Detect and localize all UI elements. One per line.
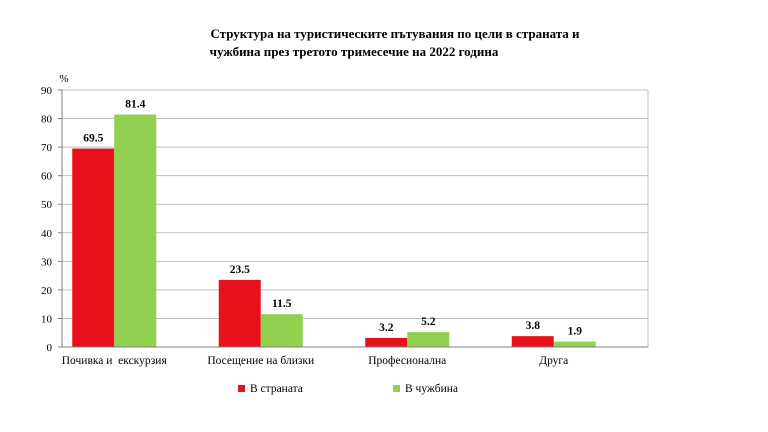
x-axis-categories: Почивка и екскурзия Посещение на близки Пр… bbox=[62, 355, 569, 367]
legend-label-abroad: В чужбина bbox=[405, 383, 458, 395]
data-label: 3.8 bbox=[526, 320, 541, 332]
data-label: 1.9 bbox=[568, 326, 583, 338]
grid bbox=[62, 89, 649, 347]
bar-domestic-1 bbox=[218, 279, 261, 347]
data-label: 23.5 bbox=[230, 264, 250, 276]
y-tick-label: 80 bbox=[41, 114, 53, 126]
bars bbox=[72, 114, 596, 348]
data-label: 11.5 bbox=[272, 298, 292, 310]
chart-title-line-2: чужбина през третото тримесечие на 2022 … bbox=[210, 44, 499, 59]
data-label: 69.5 bbox=[83, 133, 103, 145]
category-label: Почивка и екскурзия bbox=[62, 355, 168, 367]
legend-swatch-domestic bbox=[238, 385, 245, 392]
data-label: 81.4 bbox=[125, 99, 145, 111]
category-label: Друга bbox=[539, 355, 568, 367]
y-tick-label: 0 bbox=[47, 342, 53, 354]
legend-swatch-abroad bbox=[393, 385, 400, 392]
data-labels: 69.5 81.4 23.5 11.5 3.2 5.2 3.8 1.9 bbox=[83, 99, 582, 338]
bar-domestic-0 bbox=[72, 148, 115, 347]
legend: В страната В чужбина bbox=[238, 383, 458, 395]
bar-abroad-3 bbox=[553, 341, 596, 347]
y-axis-ticks: 0 10 20 30 40 50 60 70 80 90 bbox=[41, 85, 62, 354]
y-tick-label: 20 bbox=[41, 285, 53, 297]
bar-domestic-3 bbox=[511, 336, 554, 347]
y-tick-label: 70 bbox=[41, 142, 53, 154]
y-tick-label: 50 bbox=[41, 199, 53, 211]
y-tick-label: 10 bbox=[41, 313, 53, 325]
data-label: 5.2 bbox=[421, 316, 436, 328]
category-label: Посещение на близки bbox=[207, 355, 314, 367]
y-tick-label: 40 bbox=[41, 228, 53, 240]
data-label: 3.2 bbox=[379, 322, 394, 334]
bar-abroad-0 bbox=[114, 114, 157, 348]
bar-abroad-2 bbox=[407, 332, 450, 347]
y-tick-label: 30 bbox=[41, 256, 53, 268]
y-tick-label: 90 bbox=[41, 85, 53, 97]
y-tick-label: 60 bbox=[41, 171, 53, 183]
bar-domestic-2 bbox=[365, 337, 408, 347]
bar-abroad-1 bbox=[260, 314, 303, 347]
chart-title-line-1: Структура на туристическите пътувания по… bbox=[210, 26, 580, 41]
axes bbox=[61, 90, 648, 348]
category-label: Професионална bbox=[368, 355, 446, 367]
y-axis-unit: % bbox=[59, 73, 68, 85]
legend-label-domestic: В страната bbox=[250, 383, 303, 395]
